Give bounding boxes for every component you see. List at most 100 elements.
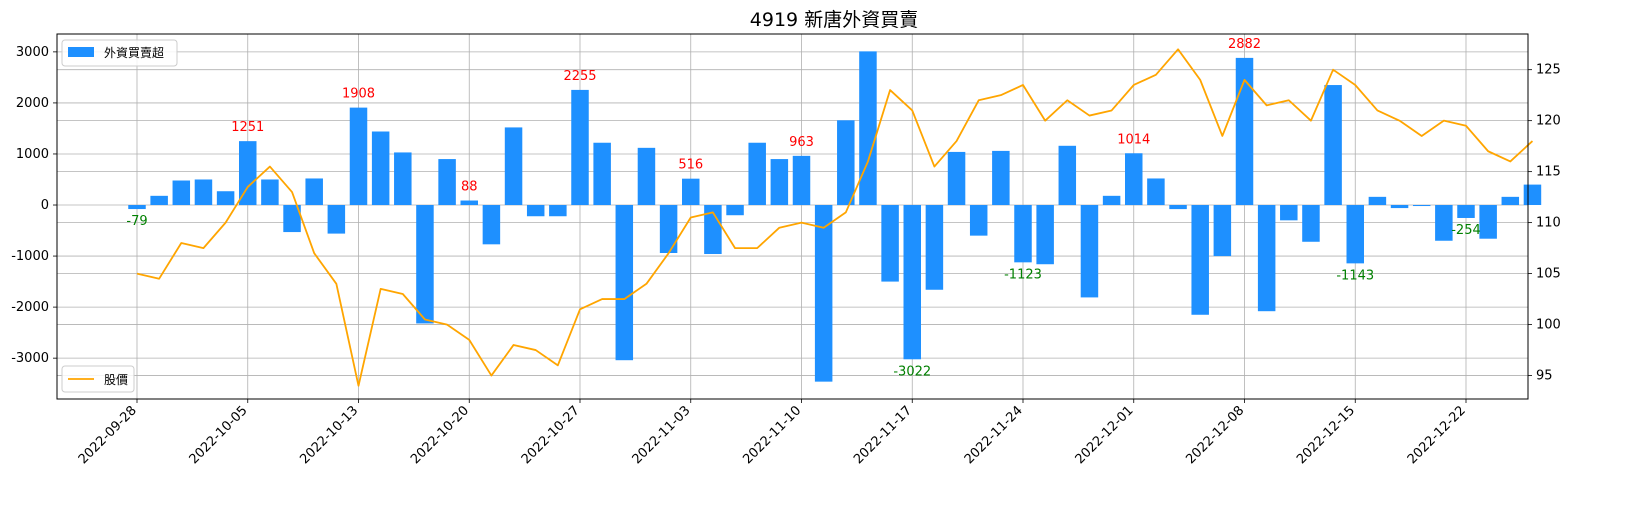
bar-foreign-net <box>992 150 1010 206</box>
bar-foreign-net <box>837 120 855 206</box>
bar-foreign-net <box>371 131 390 206</box>
x-tick-label: 2022-11-17 <box>851 403 915 467</box>
bar-foreign-net <box>150 195 168 206</box>
bar-foreign-net <box>1346 205 1364 264</box>
bar-foreign-net <box>239 141 257 206</box>
data-label: -1143 <box>1336 268 1374 283</box>
bar-foreign-net <box>726 205 744 216</box>
y-right-tick-label: 95 <box>1536 369 1553 384</box>
bar-foreign-net <box>859 51 877 206</box>
bar-foreign-net <box>526 205 545 217</box>
bar-foreign-net <box>814 205 833 382</box>
x-tick-label: 2022-10-27 <box>519 403 583 467</box>
legend-label-line: 股價 <box>104 373 128 387</box>
x-tick-label: 2022-11-10 <box>740 403 804 467</box>
x-tick-label: 2022-10-20 <box>408 403 472 467</box>
bar-foreign-net <box>1501 196 1520 206</box>
x-tick-label: 2022-11-03 <box>630 403 694 467</box>
data-label: 2882 <box>1228 37 1261 52</box>
bar-foreign-net <box>1457 205 1475 218</box>
data-label: 88 <box>461 180 478 195</box>
plot-frame <box>56 33 1529 400</box>
bar-foreign-net <box>1014 205 1032 263</box>
data-label: 1251 <box>231 120 264 135</box>
bar-foreign-net <box>194 179 213 206</box>
bar-foreign-net <box>1191 205 1209 315</box>
bar-foreign-net <box>394 152 412 206</box>
legend-label-bars: 外資買賣超 <box>104 45 164 60</box>
bar-foreign-net <box>1412 205 1431 207</box>
x-tick-label: 2022-11-24 <box>962 403 1026 467</box>
bar-foreign-net <box>349 107 368 206</box>
bar-series <box>128 51 1542 382</box>
y-left-tick-label: 2000 <box>16 96 49 111</box>
y-left-tick-label: -2000 <box>11 300 49 315</box>
bar-foreign-net <box>637 147 656 206</box>
data-label: 2255 <box>563 69 596 84</box>
bar-foreign-net <box>1479 205 1497 239</box>
bar-foreign-net <box>1257 205 1276 312</box>
x-tick-label: 2022-09-28 <box>76 403 140 467</box>
y-right-tick-label: 120 <box>1536 114 1561 129</box>
bar-foreign-net <box>1213 205 1232 257</box>
bar-foreign-net <box>748 142 766 206</box>
y-right-tick-label: 115 <box>1536 165 1561 180</box>
data-label: 1908 <box>342 87 375 102</box>
bar-foreign-net <box>969 205 988 236</box>
bar-foreign-net <box>903 205 921 360</box>
data-label: -3022 <box>893 364 931 379</box>
bar-foreign-net <box>504 127 523 206</box>
data-label: -254 <box>1451 223 1481 238</box>
bar-foreign-net <box>482 205 501 245</box>
x-tick-label: 2022-12-08 <box>1183 403 1247 467</box>
bar-foreign-net <box>261 179 279 206</box>
bar-foreign-net <box>1169 205 1187 210</box>
legend-box-bars <box>61 39 178 67</box>
line-series <box>136 48 1534 387</box>
bar-foreign-net <box>1102 195 1121 206</box>
y-left-tick-label: 1000 <box>16 147 49 162</box>
bar-foreign-net <box>682 178 700 206</box>
bar-foreign-net <box>1125 153 1143 206</box>
bar-foreign-net <box>460 200 478 206</box>
annotation-layer: -79 1251 1908 88 2255 516 963 -3022 -1123 1014 288… <box>126 37 1480 379</box>
bar-foreign-net <box>770 159 789 206</box>
bar-foreign-net <box>549 205 567 217</box>
bar-foreign-net <box>1058 145 1077 206</box>
bar-foreign-net <box>925 205 944 290</box>
data-label: 1014 <box>1117 132 1150 147</box>
bar-foreign-net <box>1368 196 1387 206</box>
bar-foreign-net <box>1390 205 1409 209</box>
bar-foreign-net <box>571 89 589 206</box>
bar-foreign-net <box>1080 205 1099 298</box>
x-tick-label: 2022-10-05 <box>187 403 251 467</box>
bar-foreign-net <box>593 142 611 206</box>
bar-foreign-net <box>438 159 456 206</box>
data-label: 963 <box>789 135 814 150</box>
bar-foreign-net <box>881 205 899 282</box>
bar-foreign-net <box>1435 205 1453 241</box>
y-left-tick-label: 0 <box>41 198 49 213</box>
y-left-tick-label: -1000 <box>11 249 49 264</box>
bar-foreign-net <box>416 205 434 324</box>
bar-foreign-net <box>327 205 346 234</box>
x-tick-label: 2022-12-15 <box>1294 403 1358 467</box>
data-label: -1123 <box>1004 267 1042 282</box>
x-tick-label: 2022-12-01 <box>1073 403 1137 467</box>
x-tick-label: 2022-10-13 <box>297 403 361 467</box>
legend-swatch-bars <box>68 47 94 57</box>
y-right-tick-label: 100 <box>1536 318 1561 333</box>
x-tick-label: 2022-12-22 <box>1405 403 1469 467</box>
y-left-tick-label: 3000 <box>16 45 49 60</box>
data-label: -79 <box>126 214 147 229</box>
bar-foreign-net <box>216 191 235 206</box>
bar-foreign-net <box>615 205 634 361</box>
bar-foreign-net <box>1235 57 1254 206</box>
bar-foreign-net <box>792 155 811 206</box>
data-label: 516 <box>678 158 703 173</box>
chart-title: 4919 新唐外資買賣 <box>750 9 918 31</box>
bar-foreign-net <box>1147 178 1165 206</box>
